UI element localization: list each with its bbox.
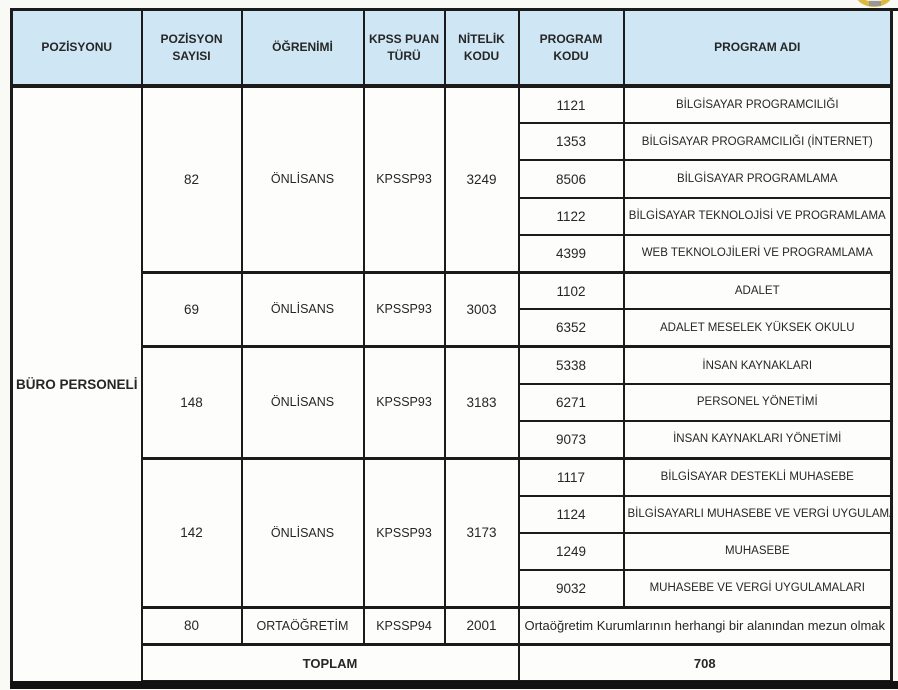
table-row: 69 ÖNLİSANS KPSSP93 3003 1102 ADALET (12, 270, 893, 348)
qualification-code-cell: 3249 (443, 84, 520, 274)
program-name-cell: MUHASEBE (622, 531, 893, 572)
program-code-cell: 1122 (517, 196, 625, 236)
table-row: 8506 BİLGİSAYAR PROGRAMLAMA (12, 159, 893, 199)
program-code-cell: 1117 (517, 456, 625, 497)
table-row: 9032 MUHASEBE VE VERGİ UYGULAMALARI (12, 569, 893, 609)
program-name-cell: MUHASEBE VE VERGİ UYGULAMALARI (622, 569, 893, 609)
program-code-cell: 1249 (517, 531, 625, 572)
program-code-cell: 9073 (517, 420, 625, 460)
program-code-cell: 8506 (517, 159, 625, 199)
program-code-cell: 1124 (517, 494, 625, 534)
col-header-nitelik-kodu: NİTELİK KODU (443, 8, 520, 88)
table-row: 148 ÖNLİSANS KPSSP93 3183 5338 İNSAN KAY… (12, 345, 893, 460)
table-row: BÜRO PERSONELİ 82 ÖNLİSANS KPSSP93 3249 … (10, 84, 893, 683)
education-cell: ÖNLİSANS (240, 456, 365, 609)
col-header-pozisyon-sayisi: POZİSYON SAYISI (140, 8, 243, 88)
program-name-cell: BİLGİSAYAR TEKNOLOJİSİ VE PROGRAMLAMA (622, 196, 893, 236)
table-row: 6271 PERSONEL YÖNETİMİ (12, 382, 893, 423)
table-row: 142 ÖNLİSANS KPSSP93 3173 1117 BİLGİSAYA… (12, 456, 893, 609)
table-row: 9073 İNSAN KAYNAKLARI YÖNETİMİ (12, 420, 893, 460)
program-code-cell: 1121 (517, 84, 625, 125)
table-row: 1249 MUHASEBE (12, 531, 893, 572)
program-name-cell: ADALET MESELEK YÜKSEK OKULU (622, 308, 893, 348)
kpss-type-cell: KPSSP94 (362, 605, 446, 646)
col-header-program-adi: PROGRAM ADI (622, 8, 893, 88)
positions-table: POZİSYONU POZİSYON SAYISI ÖĞRENİMİ KPSS … (10, 8, 893, 685)
kpss-type-cell: KPSSP93 (362, 270, 446, 348)
program-name-cell: PERSONEL YÖNETİMİ (622, 382, 893, 423)
program-name-cell: BİLGİSAYAR PROGRAMLAMA (622, 159, 893, 199)
position-count-cell: 142 (140, 456, 243, 609)
total-row: TOPLAM 708 (12, 642, 893, 685)
program-name-cell: BİLGİSAYAR DESTEKLİ MUHASEBE (622, 456, 893, 497)
col-header-ogrenimi: ÖĞRENİMİ (240, 8, 365, 88)
program-name-cell: İNSAN KAYNAKLARI (622, 345, 893, 385)
position-count-cell: 69 (140, 270, 243, 348)
table-row: 80 ORTAÖĞRETİM KPSSP94 2001 Ortaöğretim … (12, 605, 893, 646)
education-cell: ÖNLİSANS (240, 84, 365, 274)
program-name-cell: BİLGİSAYARLI MUHASEBE VE VERGİ UYGULAMA (622, 494, 893, 534)
position-count-cell: 82 (140, 84, 243, 274)
program-name-cell: BİLGİSAYAR PROGRAMCILIĞI (İNTERNET) (622, 122, 893, 162)
position-count-cell: 148 (140, 345, 243, 460)
program-code-cell: 1102 (517, 270, 625, 311)
program-code-cell: 1353 (517, 122, 625, 162)
total-label-cell: TOPLAM (140, 642, 520, 685)
education-cell: ÖNLİSANS (240, 270, 365, 348)
table-row: 6352 ADALET MESELEK YÜKSEK OKULU (12, 308, 893, 348)
program-code-cell: 4399 (517, 233, 625, 274)
qualification-code-cell: 3003 (443, 270, 520, 348)
col-header-pozisyonu: POZİSYONU (10, 8, 143, 88)
scan-bottom-edge (10, 681, 898, 689)
program-code-cell: 5338 (517, 345, 625, 385)
qualification-code-cell: 2001 (443, 605, 520, 646)
col-header-kpss-puan-turu: KPSS PUAN TÜRÜ (362, 8, 446, 88)
position-name-cell: BÜRO PERSONELİ (10, 85, 143, 683)
program-code-cell: 9032 (517, 569, 625, 609)
seal-logo-core (869, 1, 881, 6)
kpss-type-cell: KPSSP93 (362, 345, 446, 460)
total-value-cell: 708 (517, 642, 893, 685)
table-row: 4399 WEB TEKNOLOJİLERİ VE PROGRAMLAMA (12, 233, 893, 274)
table-row: 1124 BİLGİSAYARLI MUHASEBE VE VERGİ UYGU… (12, 494, 893, 534)
table-row: 1353 BİLGİSAYAR PROGRAMCILIĞI (İNTERNET) (12, 122, 893, 162)
position-count-cell: 80 (140, 605, 243, 646)
col-header-program-kodu: PROGRAM KODU (517, 8, 625, 88)
education-cell: ORTAÖĞRETİM (240, 605, 365, 646)
program-code-cell: 6271 (517, 382, 625, 423)
table-row: 1122 BİLGİSAYAR TEKNOLOJİSİ VE PROGRAMLA… (12, 196, 893, 236)
program-name-cell: WEB TEKNOLOJİLERİ VE PROGRAMLAMA (622, 233, 893, 274)
kpss-type-cell: KPSSP93 (362, 456, 446, 609)
qualification-code-cell: 3173 (443, 456, 520, 609)
partial-seal-logo-icon (855, 0, 893, 7)
program-name-cell: BİLGİSAYAR PROGRAMCILIĞI (622, 84, 893, 125)
table-header-row: POZİSYONU POZİSYON SAYISI ÖĞRENİMİ KPSS … (10, 8, 893, 88)
requirement-cell: Ortaöğretim Kurumlarının herhangi bir al… (517, 605, 893, 646)
kpss-type-cell: KPSSP93 (362, 84, 446, 274)
program-code-cell: 6352 (517, 308, 625, 348)
program-name-cell: İNSAN KAYNAKLARI YÖNETİMİ (622, 420, 893, 460)
education-cell: ÖNLİSANS (240, 345, 365, 460)
qualification-code-cell: 3183 (443, 345, 520, 460)
program-name-cell: ADALET (622, 270, 893, 311)
